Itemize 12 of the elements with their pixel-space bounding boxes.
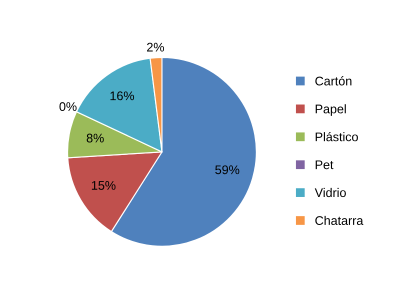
legend-label: Cartón bbox=[315, 76, 352, 86]
legend-label: Pet bbox=[316, 160, 334, 170]
data-label: 2% bbox=[147, 42, 164, 52]
data-label: 16% bbox=[110, 91, 134, 100]
data-label: 59% bbox=[215, 165, 240, 174]
text: 0% bbox=[59, 102, 77, 112]
legend-label: Plástico bbox=[316, 132, 358, 142]
legend-label: Papel bbox=[316, 104, 346, 116]
legend-label: Chatarra bbox=[315, 216, 364, 225]
data-label: 8% bbox=[86, 134, 104, 143]
legend-label: Vidrio bbox=[314, 188, 346, 198]
data-label: 15% bbox=[92, 181, 116, 190]
